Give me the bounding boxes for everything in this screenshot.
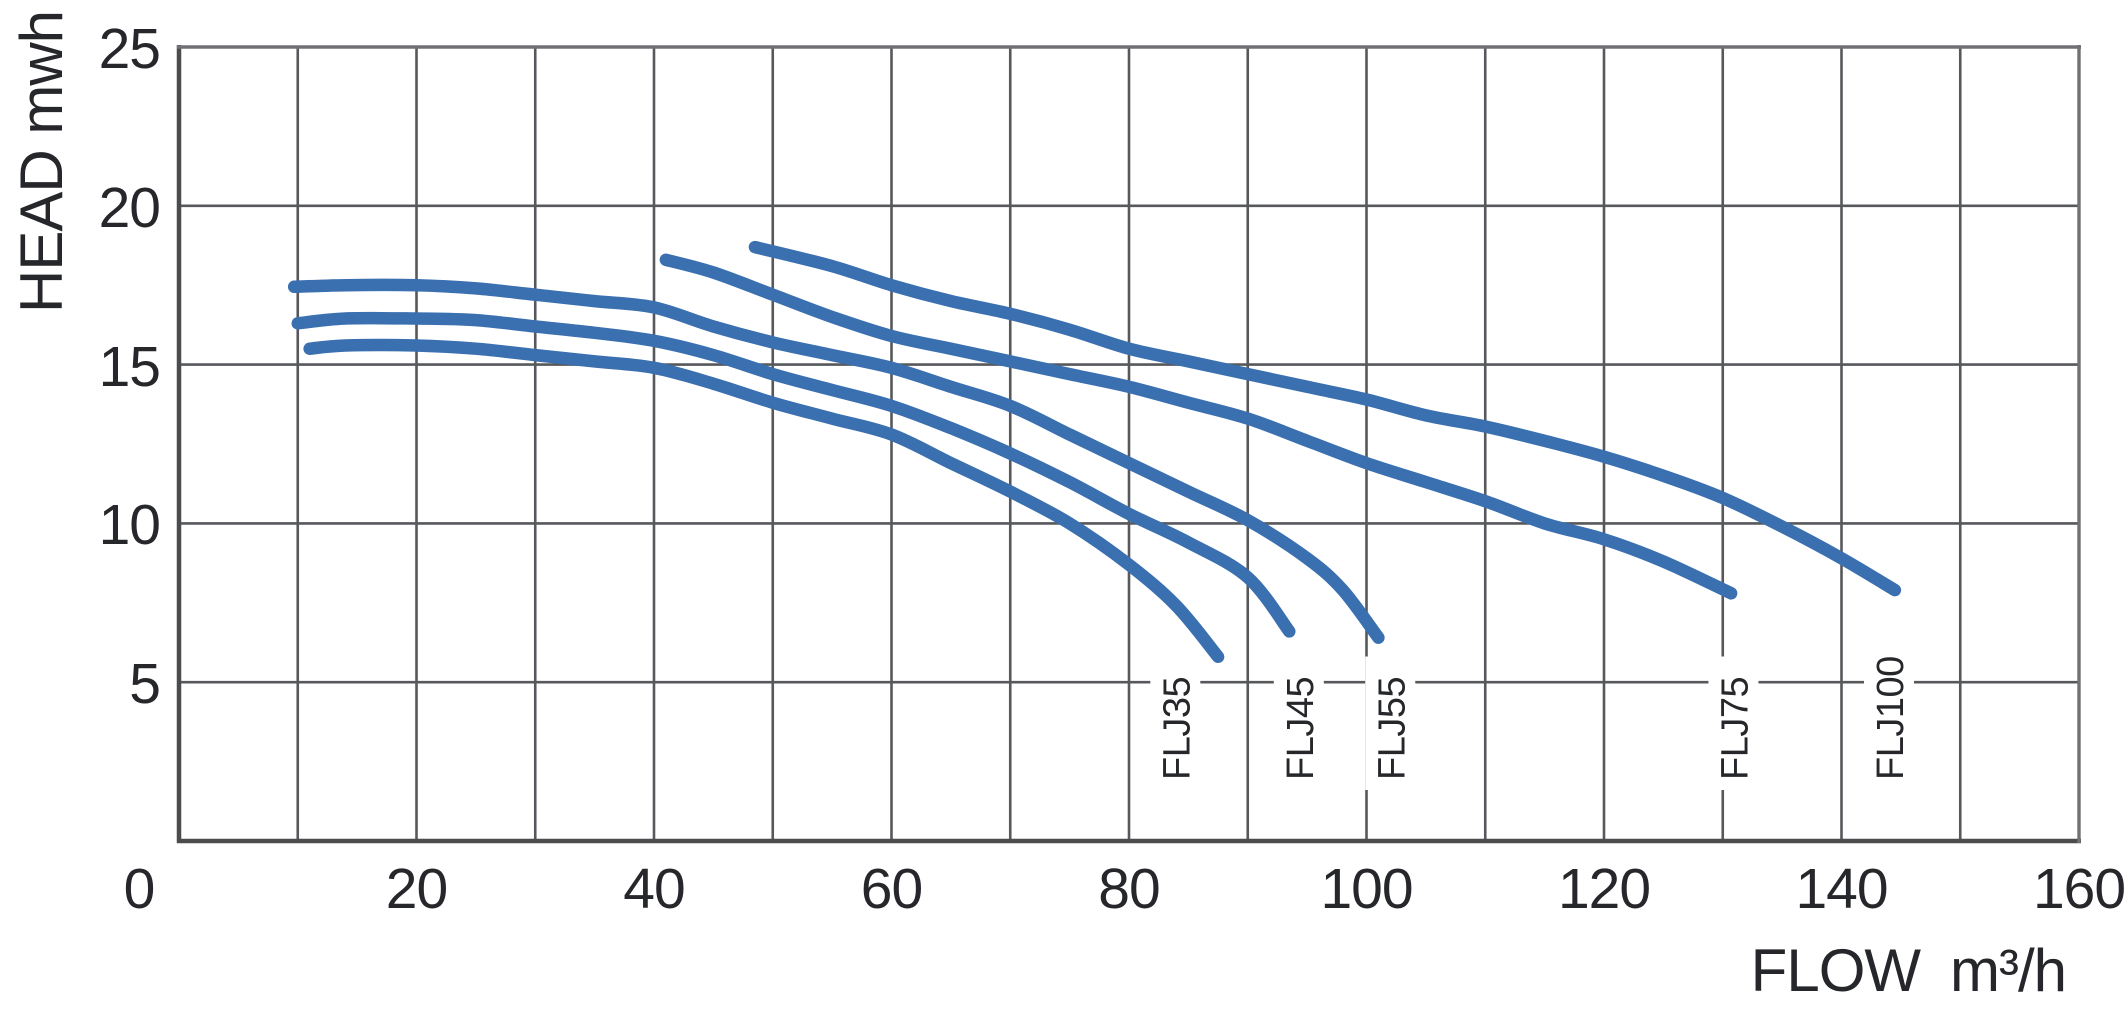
x-tick-label: 120 <box>1557 857 1651 921</box>
curve-label-backing <box>1864 635 1914 790</box>
x-tick-label: 0 <box>123 857 156 921</box>
pump-curve-flj100 <box>748 240 1902 597</box>
curve-label-flj75: FLJ75 <box>1714 677 1756 780</box>
y-tick-label: 25 <box>98 17 161 81</box>
pump-curve-flj55 <box>287 278 1385 644</box>
x-axis-title: FLOW m³/h <box>1751 941 2067 1001</box>
y-tick-label: 20 <box>98 175 161 240</box>
curve-label-flj55: FLJ55 <box>1371 677 1413 780</box>
y-tick-label: 5 <box>129 652 161 717</box>
pump-curve-flj35 <box>303 338 1225 664</box>
x-tick-label: 140 <box>1795 857 1888 921</box>
pump-curve-flj75 <box>659 253 1738 600</box>
x-tick-label: 60 <box>860 857 923 921</box>
curve-label-backing <box>1365 656 1416 790</box>
x-axis-title-unit: m³/h <box>1950 937 2067 1004</box>
curve-label-flj45: FLJ45 <box>1280 677 1322 780</box>
pump-curve-flj45 <box>291 311 1296 638</box>
curve-label-backing <box>1273 656 1324 790</box>
y-tick-label: 10 <box>98 493 161 558</box>
curve-label-flj100: FLJ100 <box>1870 656 1912 780</box>
x-axis-title-word: FLOW <box>1750 937 1921 1004</box>
curve-label-flj35: FLJ35 <box>1156 677 1198 780</box>
curve-label-backing <box>1150 656 1201 790</box>
x-tick-label: 40 <box>623 857 685 921</box>
curve-label-backing <box>1708 656 1759 790</box>
y-tick-label: 15 <box>98 334 161 399</box>
x-tick-label: 80 <box>1098 857 1160 921</box>
x-tick-label: 100 <box>1320 857 1413 921</box>
x-tick-label: 160 <box>2032 857 2126 921</box>
x-tick-label: 20 <box>385 857 448 921</box>
